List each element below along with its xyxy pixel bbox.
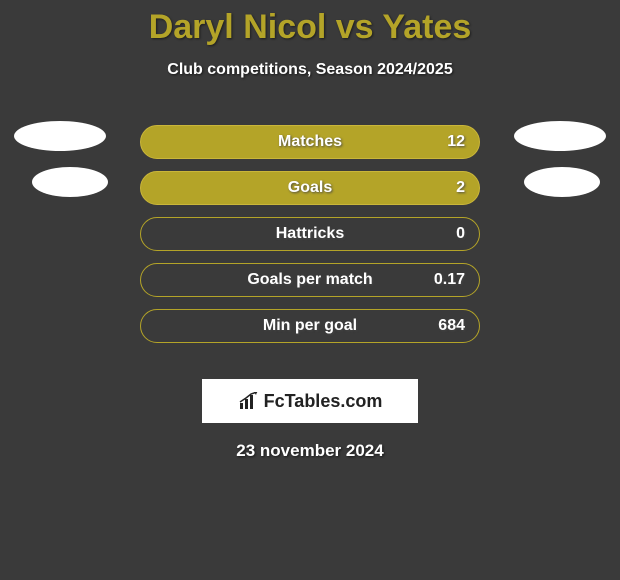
stat-bar: Goals 2 xyxy=(140,171,480,205)
stat-bar: Matches 12 xyxy=(140,125,480,159)
right-value-ellipse xyxy=(524,167,600,197)
stat-bar: Hattricks 0 xyxy=(140,217,480,251)
right-value-ellipse xyxy=(514,121,606,151)
stat-row-goals: Goals 2 xyxy=(0,165,620,211)
chart-icon xyxy=(238,392,260,410)
stat-label: Hattricks xyxy=(141,225,479,243)
snapshot-date: 23 november 2024 xyxy=(0,441,620,461)
stat-row-matches: Matches 12 xyxy=(0,119,620,165)
competition-subtitle: Club competitions, Season 2024/2025 xyxy=(0,61,620,79)
stat-bar: Min per goal 684 xyxy=(140,309,480,343)
site-logo[interactable]: FcTables.com xyxy=(202,379,418,423)
comparison-title: Daryl Nicol vs Yates xyxy=(0,0,620,47)
stat-label: Goals per match xyxy=(141,271,479,289)
stat-value: 684 xyxy=(438,317,465,335)
stat-value: 0.17 xyxy=(434,271,465,289)
stat-label: Min per goal xyxy=(141,317,479,335)
left-value-ellipse xyxy=(14,121,106,151)
stat-bar: Goals per match 0.17 xyxy=(140,263,480,297)
logo-text: FcTables.com xyxy=(264,391,383,412)
stat-label: Matches xyxy=(141,133,479,151)
stat-row-goals-per-match: Goals per match 0.17 xyxy=(0,257,620,303)
stat-label: Goals xyxy=(141,179,479,197)
stat-value: 0 xyxy=(456,225,465,243)
stat-row-min-per-goal: Min per goal 684 xyxy=(0,303,620,349)
stat-value: 2 xyxy=(456,179,465,197)
left-value-ellipse xyxy=(32,167,108,197)
stats-container: Matches 12 Goals 2 Hattricks 0 Goals per… xyxy=(0,119,620,349)
stat-row-hattricks: Hattricks 0 xyxy=(0,211,620,257)
stat-value: 12 xyxy=(447,133,465,151)
